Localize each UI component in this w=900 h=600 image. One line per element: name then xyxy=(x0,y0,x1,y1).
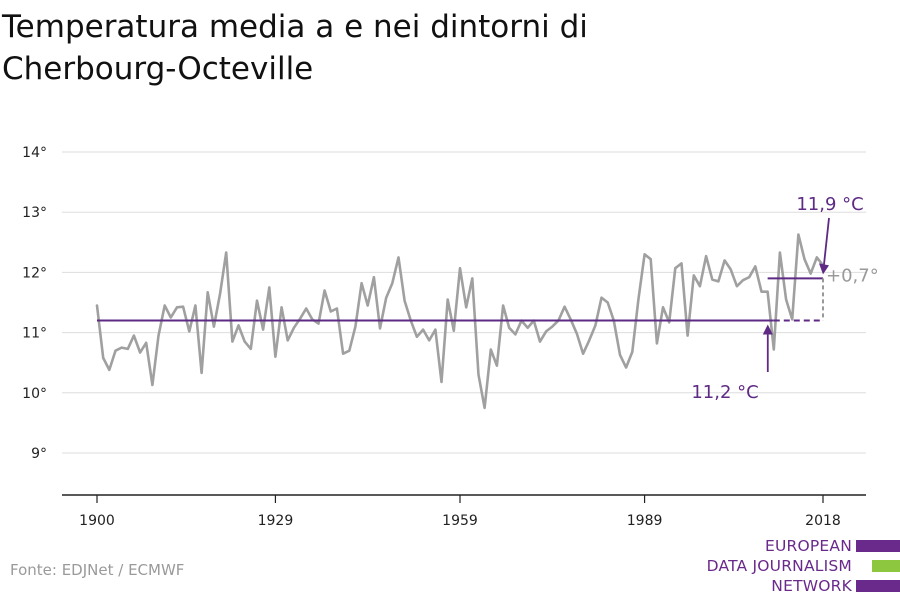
logo-bar-purple-bottom xyxy=(856,580,900,592)
x-tick-label: 2018 xyxy=(805,513,841,529)
arrow-end-shaft xyxy=(823,217,830,265)
x-tick-label: 1989 xyxy=(627,513,663,529)
x-axis-tick-labels: 1900 1929 1959 1989 2018 xyxy=(79,513,841,529)
y-axis-tick-labels: 9° 10° 11° 12° 13° 14° xyxy=(22,145,47,462)
logo-line-european: EUROPEAN xyxy=(764,537,852,555)
logo-line-data-journalism: DATA JOURNALISM xyxy=(706,557,852,575)
arrow-start-head xyxy=(762,324,773,335)
x-tick-label: 1900 xyxy=(79,513,115,529)
reference-start-label: 11,2 °C xyxy=(691,382,758,403)
source-note: Fonte: EDJNet / ECMWF xyxy=(10,561,185,579)
edjnet-logo: EUROPEAN DATA JOURNALISM NETWORK xyxy=(700,536,900,596)
series-layer xyxy=(95,233,825,410)
reference-end-label: 11,9 °C xyxy=(796,194,863,215)
y-tick-label: 11° xyxy=(22,326,47,342)
grid-lines xyxy=(62,151,866,454)
temperature-series-line xyxy=(95,233,825,410)
chart-title: Temperatura media a e nei dintorni di Ch… xyxy=(2,9,588,87)
y-tick-label: 14° xyxy=(22,145,47,161)
logo-line-network: NETWORK xyxy=(771,577,852,595)
x-tick-label: 1959 xyxy=(442,513,478,529)
x-tick-label: 1929 xyxy=(258,513,294,529)
arrow-end-head xyxy=(819,263,829,275)
y-tick-label: 10° xyxy=(22,386,47,402)
y-tick-label: 13° xyxy=(22,205,47,221)
logo-bar-green xyxy=(872,560,900,572)
annotations: +0,7° 11,2 °C 11,9 °C xyxy=(97,194,879,403)
y-tick-label: 9° xyxy=(31,446,47,462)
x-axis xyxy=(62,494,866,503)
logo-bar-purple-top xyxy=(856,540,900,552)
y-tick-label: 12° xyxy=(22,265,47,281)
difference-label: +0,7° xyxy=(826,265,879,286)
